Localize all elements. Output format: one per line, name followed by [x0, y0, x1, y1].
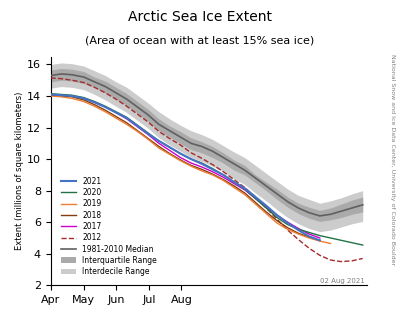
Y-axis label: Extent (millions of square kilometers): Extent (millions of square kilometers) [15, 92, 24, 250]
Legend: 2021, 2020, 2019, 2018, 2017, 2012, 1981-2010 Median, Interquartile Range, Inter: 2021, 2020, 2019, 2018, 2017, 2012, 1981… [58, 174, 160, 279]
Text: 02 Aug 2021: 02 Aug 2021 [320, 278, 365, 284]
Text: National Snow and Ice Data Center, University of Colorado Boulder: National Snow and Ice Data Center, Unive… [390, 54, 395, 266]
Text: Arctic Sea Ice Extent: Arctic Sea Ice Extent [128, 10, 272, 24]
Text: (Area of ocean with at least 15% sea ice): (Area of ocean with at least 15% sea ice… [85, 35, 315, 45]
